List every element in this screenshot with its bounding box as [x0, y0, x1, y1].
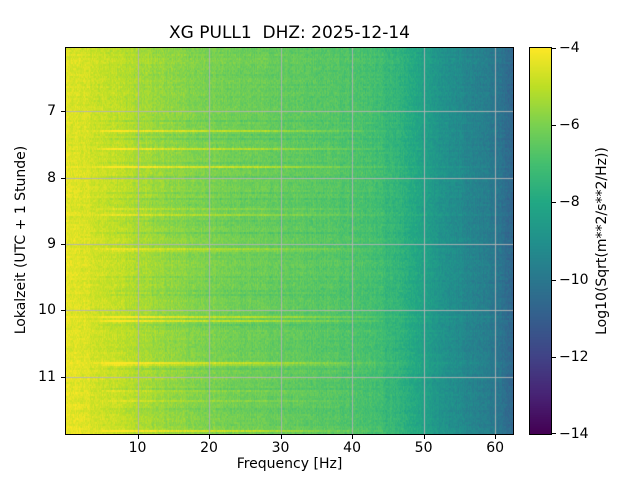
y-tick-label: 11	[38, 368, 56, 385]
colorbar-tick-mark	[552, 48, 556, 49]
x-tick-label: 50	[414, 440, 433, 456]
x-tick-mark	[281, 435, 282, 439]
x-tick-label: 40	[343, 440, 361, 456]
x-tick-mark	[424, 435, 425, 439]
y-tick-label: 8	[47, 169, 56, 186]
y-tick-label: 9	[47, 235, 56, 252]
colorbar-tick-mark	[552, 202, 556, 203]
y-tick-mark	[61, 178, 65, 179]
y-tick-mark	[61, 244, 65, 245]
spectrogram-image	[66, 48, 513, 434]
x-tick-label: 60	[486, 440, 505, 456]
colorbar-tick-mark	[552, 125, 556, 126]
colorbar-tick-label: −8	[559, 194, 580, 211]
colorbar-label: Log10(Sqrt(m**2/s**2/Hz))	[594, 147, 610, 335]
y-tick-mark	[61, 111, 65, 112]
y-tick-mark	[61, 310, 65, 311]
x-tick-mark	[138, 435, 139, 439]
colorbar-tick-label: −6	[559, 117, 580, 134]
plot-title: XG PULL1 DHZ: 2025-12-14	[169, 23, 410, 43]
x-tick-label: 10	[128, 440, 147, 456]
colorbar-tick-mark	[552, 280, 556, 281]
colorbar-tick-label: −4	[559, 40, 580, 56]
colorbar-tick-mark	[552, 357, 556, 358]
colorbar-tick-label: −12	[559, 348, 589, 365]
y-tick-label: 7	[47, 103, 56, 120]
x-tick-mark	[352, 435, 353, 439]
x-axis-label: Frequency [Hz]	[236, 456, 343, 472]
x-tick-mark	[495, 435, 496, 439]
y-tick-mark	[61, 377, 65, 378]
y-tick-label: 10	[38, 302, 56, 319]
x-tick-mark	[209, 435, 210, 439]
colorbar-gradient	[530, 48, 551, 434]
colorbar-tick-label: −10	[559, 271, 589, 288]
x-tick-label: 30	[271, 440, 290, 456]
plot-frame	[65, 47, 514, 435]
x-tick-label: 20	[200, 440, 218, 456]
colorbar-tick-label: −14	[559, 426, 589, 442]
colorbar-frame	[529, 47, 552, 435]
colorbar-tick-mark	[552, 433, 556, 434]
